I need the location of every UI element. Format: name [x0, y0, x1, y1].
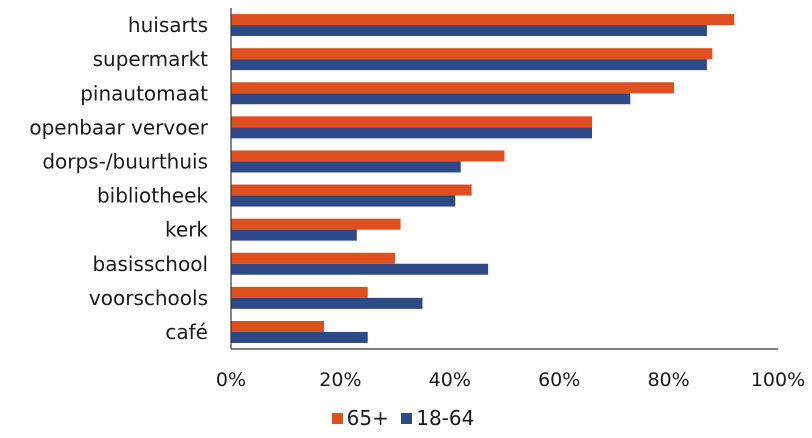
- x-tick-label: 80%: [647, 369, 689, 391]
- x-tick-label: 40%: [429, 369, 471, 391]
- category-label: basisschool: [93, 252, 208, 276]
- legend-swatch-65plus: [331, 413, 343, 424]
- bar-18-64: [231, 59, 707, 71]
- x-tick-label: 20%: [319, 369, 361, 391]
- legend-swatch-18-64: [401, 413, 413, 424]
- x-tick-label: 60%: [538, 369, 580, 391]
- bar-65plus: [231, 218, 401, 230]
- legend-label-65plus: 65+: [346, 406, 389, 430]
- category-label: openbaar vervoer: [29, 115, 208, 139]
- bar-18-64: [231, 229, 357, 241]
- bar-65plus: [231, 320, 324, 332]
- legend-item-65plus: 65+: [331, 406, 389, 430]
- bar-18-64: [231, 25, 707, 37]
- category-label: dorps-/buurthuis: [42, 149, 208, 173]
- category-label: café: [165, 320, 208, 344]
- legend-label-18-64: 18-64: [416, 406, 475, 430]
- category-labels: huisarts supermarkt pinautomaat openbaar ve…: [29, 13, 208, 344]
- bar-65plus: [231, 252, 396, 264]
- bar-18-64: [231, 297, 423, 309]
- bar-18-64: [231, 127, 593, 139]
- bar-18-64: [231, 195, 456, 207]
- bar-18-64: [231, 161, 461, 173]
- bar-65plus: [231, 184, 472, 196]
- bar-18-64: [231, 93, 631, 105]
- bar-65plus: [231, 14, 735, 26]
- category-label: bibliotheek: [97, 184, 208, 208]
- category-label: huisarts: [128, 13, 208, 37]
- legend: 65+ 18-64: [0, 406, 812, 430]
- bar-65plus: [231, 116, 593, 128]
- bar-65plus: [231, 48, 713, 60]
- bar-65plus: [231, 150, 505, 162]
- bar-65plus: [231, 82, 675, 94]
- category-label: supermarkt: [93, 47, 209, 71]
- category-label: pinautomaat: [80, 81, 208, 105]
- x-tick-label: 100%: [751, 369, 805, 391]
- legend-item-18-64: 18-64: [401, 406, 474, 430]
- bar-18-64: [231, 331, 368, 343]
- bar-65plus: [231, 286, 368, 298]
- category-label: voorschools: [89, 286, 208, 310]
- bar-18-64: [231, 263, 489, 275]
- x-tick-label: 0%: [216, 369, 246, 391]
- x-axis-ticks: 0% 20% 40% 60% 80% 100%: [216, 369, 805, 391]
- bars: [231, 14, 735, 343]
- category-label: kerk: [165, 218, 208, 242]
